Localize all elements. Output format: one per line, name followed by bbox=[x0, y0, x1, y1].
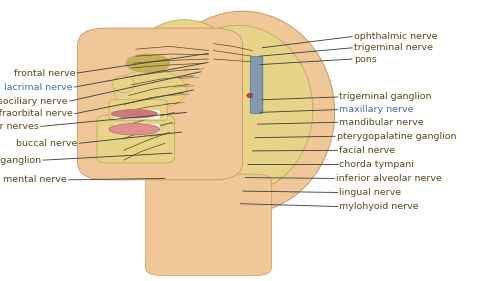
Text: lingual nerve: lingual nerve bbox=[339, 188, 401, 197]
Text: trigeminal nerve: trigeminal nerve bbox=[353, 43, 432, 52]
FancyBboxPatch shape bbox=[97, 115, 174, 163]
Ellipse shape bbox=[112, 76, 134, 93]
Text: pterygopalatine ganglion: pterygopalatine ganglion bbox=[336, 132, 455, 141]
Text: mental nerve: mental nerve bbox=[3, 175, 67, 184]
Ellipse shape bbox=[111, 110, 157, 118]
Text: mandibular nerve: mandibular nerve bbox=[339, 118, 423, 127]
FancyBboxPatch shape bbox=[77, 28, 242, 180]
FancyBboxPatch shape bbox=[109, 100, 167, 121]
FancyBboxPatch shape bbox=[114, 110, 160, 119]
Text: nasociliary nerve: nasociliary nerve bbox=[0, 97, 68, 106]
Ellipse shape bbox=[162, 25, 312, 194]
Text: superior alveolar nerves: superior alveolar nerves bbox=[0, 122, 39, 131]
Text: inferior alveolar nerve: inferior alveolar nerve bbox=[335, 174, 441, 183]
Text: submandibular ganglion: submandibular ganglion bbox=[0, 156, 41, 165]
Text: ophthalmic nerve: ophthalmic nerve bbox=[353, 32, 437, 41]
Text: chorda tympani: chorda tympani bbox=[339, 160, 413, 169]
Text: facial nerve: facial nerve bbox=[339, 146, 394, 155]
Ellipse shape bbox=[140, 20, 227, 81]
Text: maxillary nerve: maxillary nerve bbox=[339, 105, 413, 114]
Text: mylohyoid nerve: mylohyoid nerve bbox=[339, 202, 418, 211]
Text: buccal nerve: buccal nerve bbox=[16, 139, 77, 148]
Text: lacrimal nerve: lacrimal nerve bbox=[4, 83, 73, 92]
FancyBboxPatch shape bbox=[250, 56, 262, 114]
Text: infraorbital nerve: infraorbital nerve bbox=[0, 109, 73, 118]
Ellipse shape bbox=[150, 11, 334, 214]
Text: trigeminal ganglion: trigeminal ganglion bbox=[339, 92, 431, 101]
Text: frontal nerve: frontal nerve bbox=[14, 69, 75, 78]
Ellipse shape bbox=[114, 70, 186, 110]
Ellipse shape bbox=[246, 93, 252, 98]
Ellipse shape bbox=[126, 54, 169, 72]
Text: pons: pons bbox=[353, 55, 376, 64]
FancyBboxPatch shape bbox=[114, 124, 160, 133]
FancyBboxPatch shape bbox=[145, 174, 271, 275]
Ellipse shape bbox=[109, 124, 160, 135]
